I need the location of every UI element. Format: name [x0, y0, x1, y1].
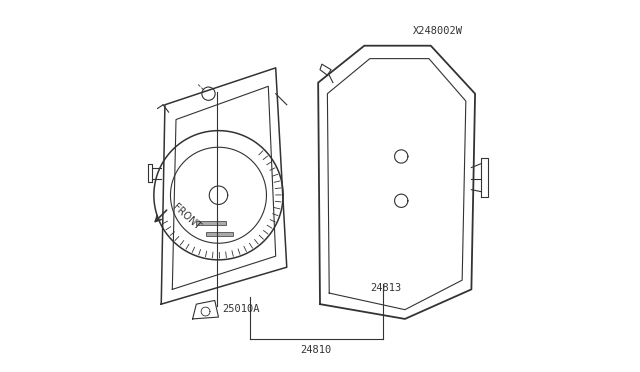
Polygon shape — [196, 221, 226, 225]
Text: 24813: 24813 — [370, 283, 401, 292]
Text: 25010A: 25010A — [222, 304, 260, 314]
Text: 24810: 24810 — [301, 345, 332, 355]
Text: X248002W: X248002W — [413, 26, 463, 36]
Polygon shape — [205, 232, 233, 236]
Text: FRONT: FRONT — [170, 202, 202, 232]
